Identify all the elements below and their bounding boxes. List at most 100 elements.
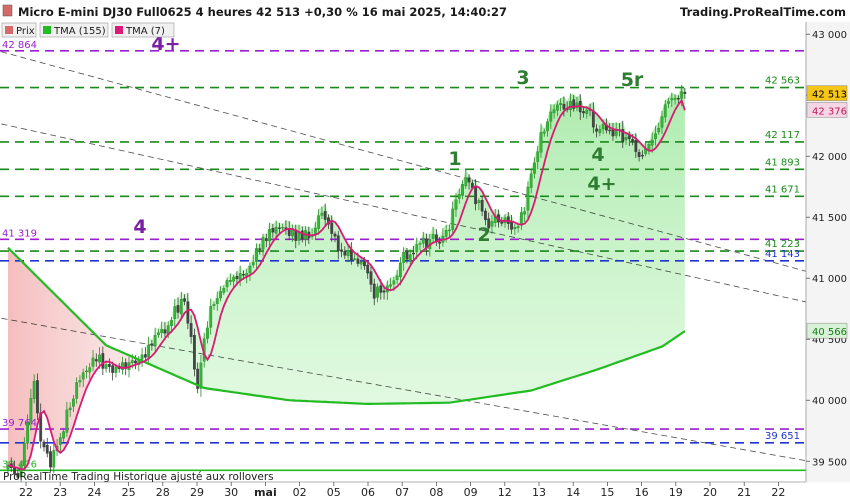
candle <box>58 432 62 452</box>
candle-body <box>340 249 343 252</box>
candle-body <box>71 398 75 407</box>
candle-body <box>124 362 128 369</box>
candle-body <box>421 237 425 244</box>
legend-item[interactable]: Prix <box>1 22 37 38</box>
candle <box>278 222 281 235</box>
x-tick-label: 28 <box>156 486 170 499</box>
candle <box>650 132 654 153</box>
level-label-41143: 41 143 <box>765 249 800 260</box>
candle-body <box>676 97 680 100</box>
tma7-badge: 42 376 <box>812 106 847 117</box>
tma155-badge-bg <box>806 322 848 339</box>
candle <box>16 468 20 480</box>
candle <box>264 233 268 248</box>
candle <box>114 364 118 378</box>
candle <box>320 206 324 220</box>
tma155-badge: 40 566 <box>812 327 847 338</box>
x-tick-label: 06 <box>361 486 375 499</box>
candle <box>467 174 471 190</box>
candle <box>219 286 222 302</box>
candle <box>526 181 530 220</box>
candle-body <box>467 177 471 183</box>
candle-body <box>539 132 543 153</box>
candle-body <box>601 124 605 130</box>
candle-body <box>487 218 491 229</box>
candle-body <box>480 200 484 212</box>
candle <box>624 132 628 145</box>
candle <box>281 223 285 231</box>
candle <box>431 226 435 243</box>
candle <box>484 208 487 226</box>
candle-body <box>235 276 239 279</box>
candle-body <box>372 283 376 299</box>
candle <box>536 145 540 170</box>
candle <box>212 301 216 310</box>
candle-body <box>392 280 396 285</box>
candle <box>369 266 373 293</box>
candle <box>274 220 278 238</box>
wave-label: 2 <box>477 224 490 246</box>
bearish-zone-fill <box>8 247 146 470</box>
candle <box>189 315 193 344</box>
candle <box>399 257 402 286</box>
x-tick-label: 02 <box>293 486 307 499</box>
candle <box>549 104 553 129</box>
candle <box>569 93 572 118</box>
legend-item[interactable]: TMA (7) <box>111 22 175 38</box>
candle <box>45 437 49 458</box>
candle-body <box>621 129 625 142</box>
candle-body <box>366 264 370 274</box>
candle <box>595 124 599 138</box>
candle-body <box>670 98 674 101</box>
candle-body <box>271 228 275 233</box>
candle <box>157 328 160 338</box>
candle-body <box>595 128 599 132</box>
candle-body <box>140 354 144 360</box>
x-tick-label: 20 <box>703 486 717 499</box>
brand-label: Trading.ProRealTime.com <box>680 5 846 19</box>
candle <box>490 214 494 234</box>
candle-body <box>637 152 641 157</box>
wave-label: 4 <box>591 144 604 166</box>
candle <box>637 149 641 162</box>
candle-body <box>454 199 458 210</box>
candle <box>336 231 340 260</box>
legend-item[interactable]: TMA (155) <box>39 22 109 38</box>
candle-body <box>353 258 357 260</box>
candle <box>608 123 612 135</box>
candle <box>457 188 461 204</box>
candle <box>255 243 258 269</box>
trendline-3 <box>0 317 806 462</box>
candle <box>523 207 527 222</box>
candle-body <box>680 91 684 99</box>
candle-body <box>45 444 49 454</box>
candle-body <box>542 131 546 134</box>
candle <box>68 402 72 417</box>
candle-body <box>356 258 360 264</box>
candle-body <box>157 332 160 336</box>
candle-body <box>572 99 576 109</box>
wave-label: 3 <box>516 67 529 89</box>
candle <box>513 224 517 235</box>
legend-label: TMA (7) <box>125 26 165 37</box>
candle <box>261 233 265 257</box>
candle <box>454 193 458 217</box>
candle-body <box>457 194 461 199</box>
level-label-39426: 39 426 <box>2 459 37 470</box>
candle-body <box>343 250 347 256</box>
candle-body <box>451 208 455 230</box>
level-label-41893: 41 893 <box>765 157 800 168</box>
candle <box>29 388 33 431</box>
candle <box>640 150 644 160</box>
wave-label: 1 <box>448 148 461 170</box>
candle-body <box>111 365 115 373</box>
candle-body <box>199 362 203 389</box>
candle-body <box>196 368 200 389</box>
candle <box>539 123 543 158</box>
candle <box>555 100 559 117</box>
candle-body <box>209 306 213 328</box>
candle-body <box>248 265 252 274</box>
candle <box>111 361 115 381</box>
candle-body <box>114 366 118 373</box>
